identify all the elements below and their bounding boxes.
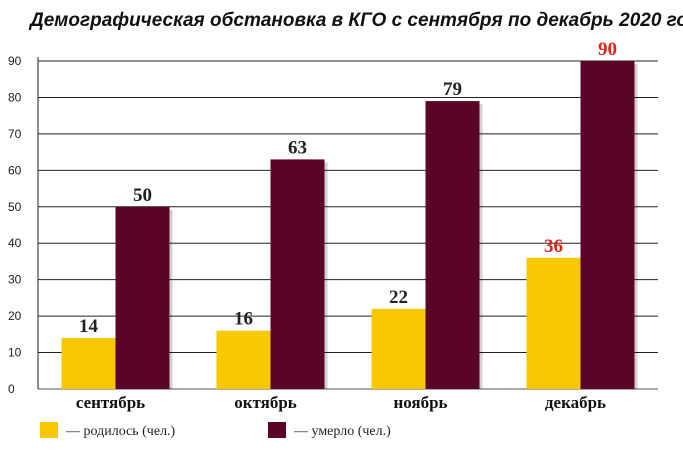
y-tick-label: 70 (8, 127, 22, 141)
value-label: 63 (288, 137, 307, 158)
legend-swatch (40, 422, 58, 438)
legend: — родилось (чел.) — умерло (чел.) (40, 422, 391, 439)
x-tick-label: сентябрь (76, 393, 145, 412)
y-tick-label: 20 (8, 309, 22, 323)
y-tick-label: 80 (8, 90, 22, 104)
value-label: 50 (133, 185, 152, 206)
x-axis: сентябрь октябрь ноябрь декабрь (76, 393, 606, 412)
x-tick-label: декабрь (545, 393, 606, 412)
y-tick-label: 10 (8, 346, 22, 360)
legend-label: — родилось (чел.) (65, 424, 176, 439)
y-tick-label: 40 (8, 236, 22, 250)
legend-label: — умерло (чел.) (293, 424, 391, 439)
y-axis: 0 10 20 30 40 50 60 70 80 90 (8, 54, 22, 396)
y-tick-label: 30 (8, 273, 22, 287)
chart-title: Демографическая обстановка в КГО с сентя… (28, 10, 683, 31)
bar (270, 159, 325, 389)
bar (371, 308, 426, 389)
legend-swatch (268, 422, 286, 438)
bar (61, 337, 116, 389)
bar (526, 257, 581, 389)
value-label: 36 (544, 236, 563, 257)
value-label: 16 (234, 309, 253, 330)
y-tick-label: 50 (8, 200, 22, 214)
bar (115, 206, 170, 389)
y-tick-label: 60 (8, 163, 22, 177)
value-label: 22 (389, 287, 408, 308)
value-label: 90 (598, 39, 617, 60)
value-label: 14 (79, 316, 99, 337)
x-tick-label: ноябрь (393, 393, 447, 412)
bar (580, 61, 635, 389)
plot-area: 14 50 16 63 22 79 36 90 (61, 39, 638, 389)
value-label: 79 (443, 79, 462, 100)
y-tick-label: 0 (8, 382, 15, 396)
x-tick-label: октябрь (234, 393, 297, 412)
y-tick-label: 90 (8, 54, 22, 68)
bar (216, 330, 271, 389)
bar (425, 101, 480, 389)
